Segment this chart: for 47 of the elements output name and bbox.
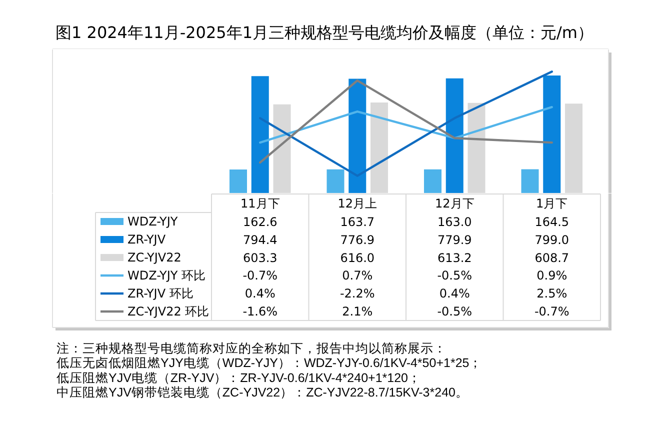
data-label: 616.0 xyxy=(340,251,375,265)
bar xyxy=(543,75,561,193)
x-tick-label: 12月上 xyxy=(338,196,378,210)
data-label: 613.2 xyxy=(437,251,472,265)
bar xyxy=(348,78,366,193)
legend-label: WDZ-YJY 环比 xyxy=(128,268,206,282)
data-label: 799.0 xyxy=(534,233,570,247)
x-tick-label: 11月下 xyxy=(240,196,280,210)
data-label: 2.5% xyxy=(536,286,568,300)
data-label: 0.4% xyxy=(439,286,470,300)
legend-label: ZC-YJV22 xyxy=(128,250,182,264)
data-label: 164.5 xyxy=(534,215,570,229)
text: 低压阻燃YJV电缆（ZR-YJV）：ZR-YJV-0.6/1KV-4*240+1*120； xyxy=(56,370,421,385)
data-label: -0.5% xyxy=(437,268,472,282)
data-label: -0.7% xyxy=(534,304,570,318)
bar xyxy=(251,76,269,193)
data-label: 779.9 xyxy=(437,233,472,247)
legend-label: ZR-YJV xyxy=(128,232,166,246)
chart-title: 图1 2024年11月-2025年1月三种规格型号电缆均价及幅度（单位：元/m） xyxy=(56,23,594,42)
data-label: 0.9% xyxy=(536,268,568,282)
bar xyxy=(424,169,442,193)
bar xyxy=(229,169,247,193)
x-tick-label: 12月下 xyxy=(434,196,474,210)
text: 低压无卤低烟阻燃YJY电缆（WDZ-YJY）：WDZ-YJY-0.6/1KV-4*50+1*25； xyxy=(56,356,482,370)
data-label: 794.4 xyxy=(242,233,278,247)
legend-label: ZR-YJV 环比 xyxy=(128,286,194,300)
bar xyxy=(446,78,464,193)
legend-label: WDZ-YJY xyxy=(128,214,178,228)
bar xyxy=(326,169,344,193)
text: 注：三种规格型号电缆简称对应的全称如下，报告中均以简称展示： xyxy=(56,340,446,356)
data-label: -0.7% xyxy=(242,268,278,282)
data-label: 163.7 xyxy=(340,215,375,229)
data-label: -2.2% xyxy=(340,286,375,300)
bar xyxy=(521,169,539,193)
data-label: -0.5% xyxy=(437,304,472,318)
legend-label: ZC-YJV22 环比 xyxy=(128,304,210,318)
text: 中压阻燃YJV钢带铠装电缆（ZC-YJV22）：ZC-YJV22-8.7/15KV-3*240。 xyxy=(56,386,468,400)
data-label: 0.7% xyxy=(342,268,373,282)
x-tick-label: 1月下 xyxy=(536,196,568,210)
data-label: 0.4% xyxy=(244,286,276,300)
data-label: 608.7 xyxy=(534,251,570,265)
data-label: 2.1% xyxy=(342,304,373,318)
data-label: -1.6% xyxy=(242,304,278,318)
data-label: 162.6 xyxy=(242,215,278,229)
data-label: 776.9 xyxy=(340,233,375,247)
data-label: 163.0 xyxy=(437,215,472,229)
data-label: 603.3 xyxy=(242,251,278,265)
